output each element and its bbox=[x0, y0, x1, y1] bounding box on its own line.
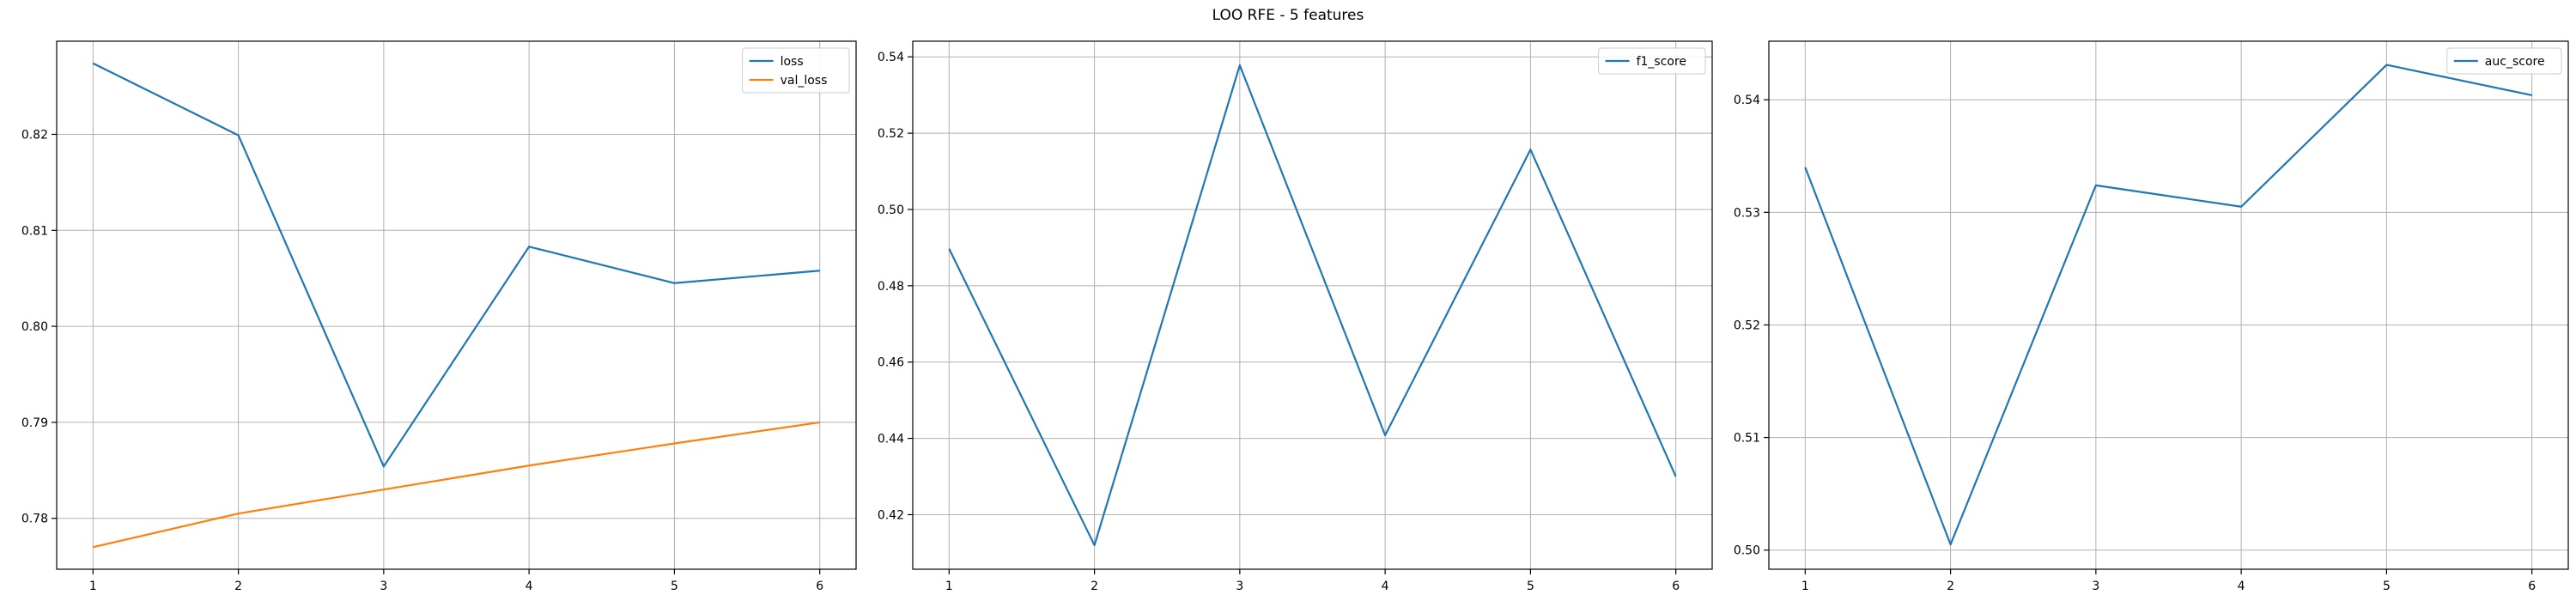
figure-title: LOO RFE - 5 features bbox=[1212, 7, 1364, 24]
y-tick-label: 0.78 bbox=[21, 513, 48, 526]
series-line-loss bbox=[92, 62, 820, 468]
legend: loss val_loss bbox=[742, 47, 850, 94]
subplot-2: 1 2 3 4 5 6 0.42 0.44 0.46 0.48 0.50 0.52 0.54 f1_sco… bbox=[878, 40, 1713, 593]
y-tick-label: 0.44 bbox=[878, 433, 904, 446]
y-tick-label: 0.82 bbox=[21, 128, 48, 142]
axes-frame bbox=[912, 40, 1713, 570]
x-tick-label: 3 bbox=[1236, 580, 1243, 593]
x-tick-label: 6 bbox=[2528, 580, 2536, 593]
y-tick-label: 0.53 bbox=[1734, 206, 1760, 220]
y-tick-label: 0.52 bbox=[878, 127, 904, 141]
x-tick-label: 1 bbox=[945, 580, 953, 593]
x-tick-label: 3 bbox=[380, 580, 387, 593]
legend-box bbox=[2446, 47, 2562, 75]
x-tick-label: 3 bbox=[2092, 580, 2099, 593]
y-tick-label: 0.52 bbox=[1734, 319, 1760, 332]
subplot-3: 1 2 3 4 5 6 0.50 0.51 0.52 0.53 0.54 auc_score bbox=[1734, 40, 2569, 593]
legend-label-f1_score: f1_score bbox=[1637, 55, 1686, 69]
subplot-1: 1 2 3 4 5 6 0.78 0.79 0.80 0.81 0.82 loss val_loss bbox=[21, 40, 857, 593]
x-tick-label: 4 bbox=[1382, 580, 1389, 593]
y-tick-label: 0.54 bbox=[1734, 94, 1760, 107]
y-tick-label: 0.46 bbox=[878, 356, 904, 370]
y-tick-label: 0.80 bbox=[21, 320, 48, 334]
axes-frame bbox=[56, 40, 857, 570]
x-tick-label: 5 bbox=[671, 580, 678, 593]
y-tick-label: 0.48 bbox=[878, 280, 904, 294]
series-line-f1_score bbox=[948, 64, 1677, 547]
x-tick-label: 5 bbox=[2383, 580, 2391, 593]
legend-label-val_loss: val_loss bbox=[781, 74, 828, 88]
axes-frame bbox=[1768, 40, 2569, 570]
legend-box bbox=[742, 47, 850, 94]
x-tick-label: 5 bbox=[1527, 580, 1534, 593]
y-tick-label: 0.50 bbox=[878, 203, 904, 217]
y-tick-label: 0.51 bbox=[1734, 432, 1760, 446]
y-tick-label: 0.81 bbox=[21, 224, 48, 238]
legend: f1_score bbox=[1598, 47, 1706, 75]
y-tick-label: 0.42 bbox=[878, 508, 904, 522]
legend-box bbox=[1598, 47, 1706, 75]
x-tick-label: 1 bbox=[1801, 580, 1809, 593]
y-tick-label: 0.50 bbox=[1734, 544, 1760, 558]
x-tick-label: 2 bbox=[234, 580, 242, 593]
y-tick-label: 0.79 bbox=[21, 416, 48, 430]
x-tick-label: 6 bbox=[1672, 580, 1680, 593]
series-line-val_loss bbox=[93, 421, 820, 549]
x-tick-label: 2 bbox=[1091, 580, 1098, 593]
x-tick-label: 1 bbox=[89, 580, 97, 593]
legend-label-loss: loss bbox=[781, 55, 804, 69]
x-tick-label: 6 bbox=[816, 580, 823, 593]
x-tick-label: 2 bbox=[1947, 580, 1954, 593]
series-line-auc_score bbox=[1804, 64, 2532, 546]
x-tick-label: 4 bbox=[2238, 580, 2245, 593]
y-tick-label: 0.54 bbox=[878, 51, 904, 64]
legend: auc_score bbox=[2446, 47, 2562, 75]
legend-label-auc_score: auc_score bbox=[2485, 55, 2545, 69]
x-tick-label: 4 bbox=[526, 580, 533, 593]
